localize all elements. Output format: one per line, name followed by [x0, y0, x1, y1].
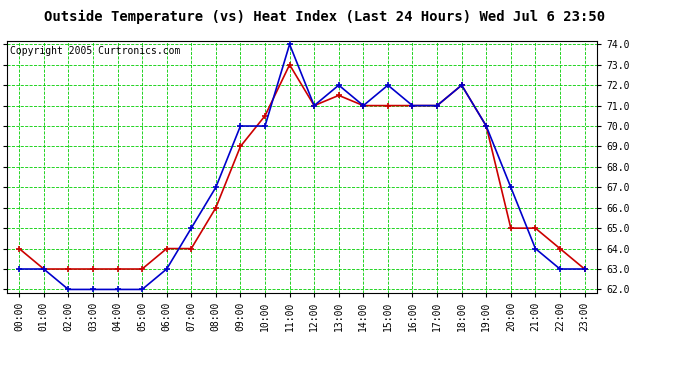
Text: Outside Temperature (vs) Heat Index (Last 24 Hours) Wed Jul 6 23:50: Outside Temperature (vs) Heat Index (Las…: [43, 9, 605, 24]
Text: Copyright 2005 Curtronics.com: Copyright 2005 Curtronics.com: [10, 46, 180, 56]
